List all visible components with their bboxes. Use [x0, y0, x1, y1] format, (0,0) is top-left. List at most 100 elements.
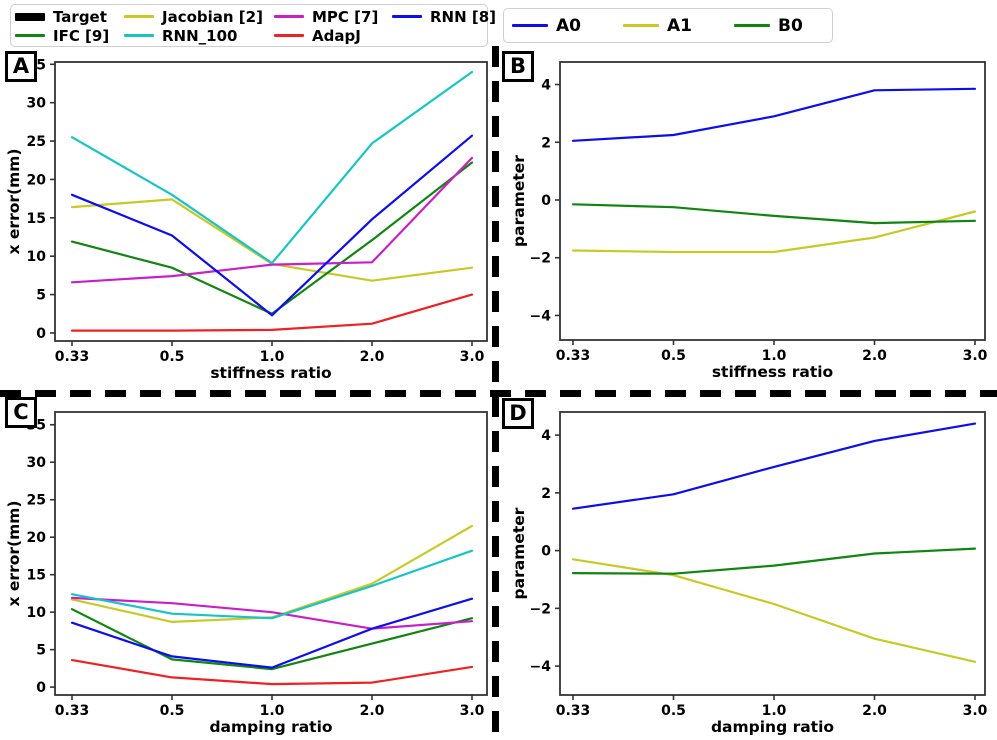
x-axis-label: stiffness ratio: [712, 363, 833, 381]
y-axis-label: parameter: [510, 155, 528, 247]
y-tick-label: 10: [27, 249, 47, 265]
y-tick-label: 30: [27, 455, 47, 471]
dashed-divider-vertical: [492, 46, 499, 740]
y-tick-label: 2: [541, 135, 551, 151]
plot-frame: [559, 61, 986, 341]
y-tick-label: −4: [530, 308, 552, 324]
x-axis-label: damping ratio: [209, 718, 332, 736]
x-tick-label: 1.0: [260, 703, 285, 719]
legend-parameters-label: A1: [667, 15, 692, 36]
y-tick-label: −2: [530, 601, 551, 617]
legend-models-item-rnn-8: RNN [8]: [392, 7, 496, 26]
jacobian-2-line-swatch-icon: [124, 15, 154, 18]
y-tick-label: 0: [36, 680, 46, 696]
x-tick-label: 1.0: [762, 348, 787, 364]
y-tick-label: 2: [541, 486, 551, 502]
legend-models-label: RNN [8]: [430, 7, 497, 26]
chart-panel-a-x-error-vs-stiffness: 051015202530350.330.51.02.03.0stiffness …: [5, 57, 488, 382]
x-tick-label: 0.5: [160, 703, 185, 719]
mpc-7-line-swatch-icon: [274, 15, 304, 18]
legend-models-label: IFC [9]: [53, 26, 110, 45]
legend-models-item-target: Target: [15, 7, 124, 26]
panel-label-b: B: [502, 51, 534, 82]
series-line-a0: [571, 422, 977, 510]
y-tick-label: 5: [36, 288, 46, 304]
x-tick-label: 0.33: [556, 703, 591, 719]
panel-label-a: A: [5, 51, 37, 82]
x-axis-label: stiffness ratio: [210, 364, 331, 382]
x-tick-label: 3.0: [963, 348, 988, 364]
y-tick-label: 4: [541, 428, 551, 444]
legend-models-label: AdapJ: [312, 26, 361, 45]
chart-panel-b-parameter-vs-stiffness: −4 −2 0 2 4 0.33 0.5 1.0 2.0 3.0 stiffness ratio pa…: [510, 61, 988, 381]
y-axis-label: x error(mm): [5, 149, 23, 255]
legend-models-label: Jacobian [2]: [162, 7, 263, 26]
ifc-9-line-swatch-icon: [15, 34, 45, 37]
x-tick-label: 0.5: [160, 349, 185, 365]
series-line-adapj: [70, 293, 474, 332]
series-line-jacobian-2: [70, 524, 474, 623]
y-tick-label: 20: [27, 172, 47, 188]
x-tick-label: 0.5: [661, 348, 686, 364]
x-tick-label: 3.0: [460, 349, 485, 365]
series-line-adapj: [70, 659, 474, 686]
target-line-swatch-icon: [15, 12, 45, 21]
x-tick-label: 3.0: [460, 703, 485, 719]
x-tick-label: 1.0: [762, 703, 787, 719]
y-tick-label: 4: [541, 78, 551, 94]
legend-models-item-adapj: AdapJ: [274, 26, 392, 45]
legend-models-label: Target: [53, 7, 107, 26]
x-tick-label: 3.0: [963, 703, 988, 719]
y-tick-label: 20: [27, 530, 47, 546]
legend-parameters-item-b0: B0: [734, 15, 803, 36]
x-tick-label: 1.0: [260, 349, 285, 365]
series-line-b0: [571, 547, 977, 575]
legend-models-label: MPC [7]: [312, 7, 379, 26]
legend-parameters-item-a0: A0: [512, 15, 581, 36]
series-line-rnn-100: [70, 549, 474, 620]
series-line-jacobian-2: [70, 198, 474, 282]
series-line-rnn-8: [70, 134, 474, 317]
y-tick-label: 25: [27, 134, 46, 150]
y-tick-label: 15: [27, 568, 46, 584]
x-tick-label: 0.33: [55, 703, 90, 719]
y-tick-label: 10: [27, 605, 47, 621]
y-tick-label: 0: [36, 326, 46, 342]
chart-panel-d-parameter-vs-damping: −4 −2 0 2 4 0.33 0.5 1.0 2.0 3.0 damping ratio para…: [510, 411, 988, 736]
x-tick-label: 2.0: [360, 349, 385, 365]
legend-parameters-label: B0: [778, 15, 803, 36]
legend-models-item-ifc-9: IFC [9]: [15, 26, 124, 45]
series-line-rnn-8: [70, 597, 474, 669]
series-line-mpc-7: [70, 156, 474, 284]
a1-line-swatch-icon: [623, 24, 659, 27]
y-tick-label: 25: [27, 493, 46, 509]
series-line-a1: [571, 558, 977, 663]
x-axis-label: damping ratio: [711, 718, 834, 736]
panel-label-c: C: [5, 397, 37, 428]
a0-line-swatch-icon: [512, 24, 548, 27]
legend-parameters-label: A0: [556, 15, 581, 36]
x-tick-label: 0.33: [556, 348, 591, 364]
plot-frame: [559, 411, 986, 696]
b0-line-swatch-icon: [734, 24, 770, 27]
y-tick-label: −2: [530, 251, 551, 267]
panel-label-d: D: [502, 398, 534, 429]
y-tick-label: 5: [36, 643, 46, 659]
adapj-line-swatch-icon: [274, 34, 304, 37]
y-axis-label: x error(mm): [5, 501, 23, 607]
series-line-mpc-7: [70, 596, 474, 630]
legend-models-item-jacobian-2: Jacobian [2]: [124, 7, 274, 26]
x-tick-label: 0.5: [661, 703, 686, 719]
x-tick-label: 2.0: [360, 703, 385, 719]
y-tick-label: 15: [27, 211, 46, 227]
x-tick-label: 2.0: [862, 348, 887, 364]
plot-frame: [54, 61, 488, 342]
series-line-a1: [571, 210, 977, 254]
legend-models-item-mpc-7: MPC [7]: [274, 7, 392, 26]
x-tick-label: 2.0: [862, 703, 887, 719]
legend-parameters-item-a1: A1: [623, 15, 692, 36]
y-tick-label: −4: [530, 659, 552, 675]
legend-models-label: RNN_100: [162, 26, 238, 45]
